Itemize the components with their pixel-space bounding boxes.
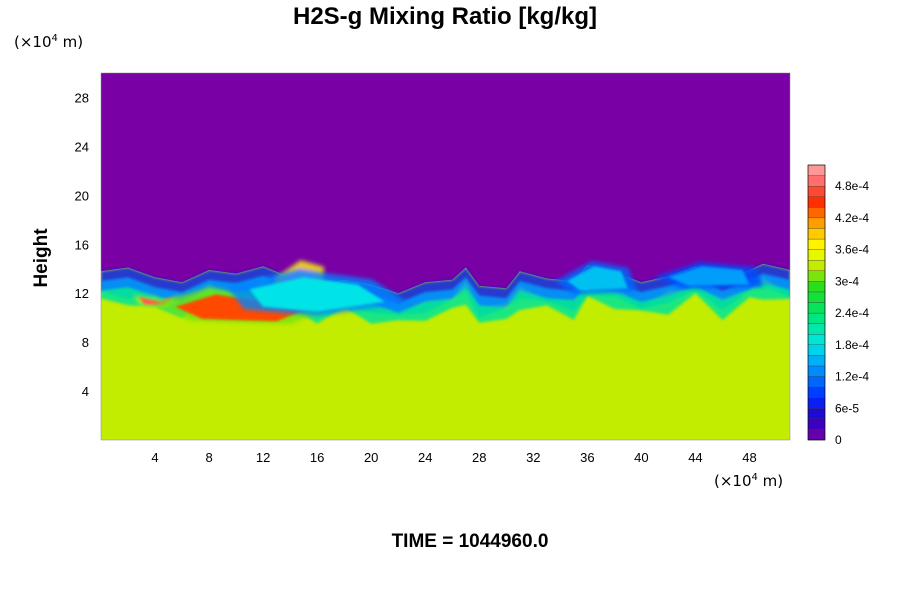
colorbar-band (807, 355, 826, 367)
feature-core (668, 266, 750, 286)
colorbar-label: 3e-4 (835, 274, 859, 288)
colorbar-label: 0 (835, 433, 842, 447)
colorbar-band (807, 196, 826, 208)
y-tick-label: 20 (75, 188, 89, 203)
y-unit-suffix: m) (57, 33, 84, 51)
colorbar-label: 6e-5 (835, 401, 859, 415)
x-tick-label: 12 (256, 450, 270, 465)
y-tick-labels: 4 8 12 16 20 24 28 (75, 90, 89, 399)
x-tick-label: 40 (634, 450, 648, 465)
colorbar-band (807, 429, 826, 441)
x-tick-label: 24 (418, 450, 432, 465)
x-tick-label: 36 (580, 450, 594, 465)
colorbar-label: 1.8e-4 (835, 338, 869, 352)
colorbar-band (807, 207, 826, 219)
colorbar-band (807, 408, 826, 419)
y-tick-label: 12 (75, 286, 89, 301)
x-unit-suffix: m) (757, 472, 784, 490)
colorbar-band (807, 281, 826, 293)
colorbar-band (807, 365, 826, 377)
x-tick-label: 16 (310, 450, 324, 465)
x-unit-exponent: 4 (751, 472, 758, 483)
colorbar-band (807, 323, 826, 335)
y-tick-label: 24 (75, 139, 89, 154)
colorbar-band (807, 249, 826, 261)
colorbar-frame (807, 164, 826, 441)
colorbar-band (807, 175, 826, 187)
y-axis-unit: (×104 m) (14, 33, 83, 51)
y-unit-prefix: (×10 (14, 33, 52, 51)
colorbar-band (807, 238, 826, 250)
x-tick-label: 20 (364, 450, 378, 465)
colorbar-band (807, 334, 826, 345)
x-tick-label: 44 (688, 450, 702, 465)
colorbar-band (807, 260, 826, 271)
colorbar-label: 1.2e-4 (835, 370, 869, 384)
x-tick-label: 32 (526, 450, 540, 465)
colorbar-band (807, 186, 826, 197)
x-tick-label: 4 (151, 450, 158, 465)
time-label: TIME = 1044960.0 (391, 531, 549, 552)
colorbar-band (807, 164, 826, 176)
feature-core (567, 266, 628, 291)
colorbar-band (807, 291, 826, 303)
colorbar-band (807, 376, 826, 388)
x-tick-label: 48 (742, 450, 756, 465)
colorbar-band (807, 386, 826, 398)
y-tick-label: 8 (82, 335, 89, 350)
colorbar: 0 6e-5 1.2e-4 1.8e-4 2.4e-4 3e-4 3.6e-4 4.2e-4 4… (807, 164, 869, 447)
colorbar-band (807, 302, 826, 314)
colorbar-band (807, 312, 826, 324)
heatmap-plot (101, 73, 790, 440)
colorbar-label: 4.8e-4 (835, 179, 869, 193)
feature-core (249, 277, 385, 312)
y-tick-label: 4 (82, 384, 89, 399)
x-tick-label: 8 (205, 450, 212, 465)
colorbar-label: 2.4e-4 (835, 306, 869, 320)
colorbar-band (807, 270, 826, 282)
x-axis-unit: (×104 m) (714, 472, 783, 490)
y-unit-exponent: 4 (51, 33, 58, 44)
colorbar-label: 3.6e-4 (835, 243, 869, 257)
y-tick-label: 28 (75, 90, 89, 105)
y-tick-label: 16 (75, 237, 89, 252)
chart-title: H2S-g Mixing Ratio [kg/kg] (292, 3, 597, 30)
colorbar-band (807, 344, 826, 356)
feature-core (175, 294, 304, 322)
plot-frame (100, 72, 791, 441)
colorbar-band (807, 228, 826, 240)
colorbar-band (807, 397, 826, 409)
colorbar-band (807, 217, 826, 229)
x-tick-labels: 4 8 12 16 20 24 28 32 36 40 44 48 (151, 450, 756, 465)
colorbar-label: 4.2e-4 (835, 211, 869, 225)
colorbar-band (807, 418, 826, 430)
x-tick-label: 28 (472, 450, 486, 465)
x-unit-prefix: (×10 (714, 472, 752, 490)
